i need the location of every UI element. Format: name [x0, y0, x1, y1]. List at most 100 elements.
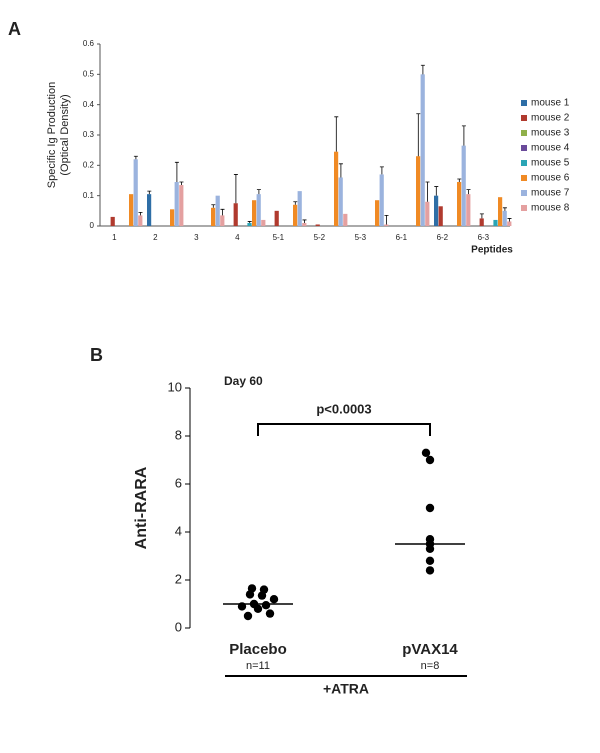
data-point	[425, 556, 435, 565]
x-tick-label: 3	[194, 233, 199, 242]
bar	[252, 200, 257, 226]
y-tick-label: 0	[90, 221, 95, 230]
x-tick-label: Placebo	[229, 641, 287, 658]
y-tick-label: 0.5	[83, 69, 95, 78]
x-tick-label: 1	[112, 233, 117, 242]
y-tick-label: 6	[175, 475, 182, 490]
error-bar	[507, 218, 512, 222]
significance-bracket	[257, 423, 431, 436]
x-tick-label: 6-3	[478, 233, 490, 242]
annotation: p<0.0003	[316, 401, 371, 416]
x-tick-label: 5-2	[314, 233, 326, 242]
bar	[170, 209, 175, 226]
error-bar	[293, 201, 298, 205]
bar	[293, 204, 298, 226]
bar	[133, 159, 138, 226]
legend-label: mouse 1	[531, 98, 570, 109]
error-bar	[147, 190, 152, 195]
bar	[416, 156, 421, 226]
bar	[220, 215, 225, 226]
bar	[420, 74, 425, 226]
legend-swatch	[521, 160, 527, 166]
bar	[233, 203, 238, 226]
bar	[466, 194, 471, 226]
error-bar	[247, 221, 252, 223]
bar	[338, 177, 343, 226]
bar	[425, 201, 430, 226]
error-bar	[233, 174, 238, 204]
legend-swatch	[521, 205, 527, 211]
error-bar	[179, 181, 184, 186]
legend-label: mouse 8	[531, 203, 570, 214]
bar	[384, 224, 389, 226]
error-bar	[479, 213, 484, 219]
chart-title: Day 60	[224, 374, 263, 388]
error-bar	[420, 64, 425, 75]
bar	[215, 195, 220, 226]
bar	[461, 145, 466, 226]
legend-label: mouse 4	[531, 143, 570, 154]
legend-label: mouse 2	[531, 113, 570, 124]
y-tick-label: 8	[175, 427, 182, 442]
panel-label: B	[90, 345, 103, 365]
bar	[438, 206, 443, 226]
data-point	[245, 590, 255, 599]
bar	[379, 174, 384, 226]
error-bar	[133, 155, 138, 160]
sample-size: n=11	[246, 660, 270, 672]
bar	[375, 200, 380, 226]
x-tick-label: 2	[153, 233, 158, 242]
x-tick-label: 4	[235, 233, 240, 242]
data-point	[425, 566, 435, 575]
error-bar	[174, 161, 179, 183]
error-bar	[256, 189, 261, 195]
y-tick-label: 0.3	[83, 130, 95, 139]
x-axis-label: Peptides	[471, 245, 513, 256]
bar	[457, 182, 462, 226]
sample-size: n=8	[421, 660, 440, 672]
legend-label: mouse 3	[531, 128, 570, 139]
bar	[343, 213, 348, 226]
y-axis-label: Specific Ig Production	[46, 82, 58, 188]
bar	[507, 221, 512, 226]
x-tick-label: pVAX14	[402, 641, 458, 658]
bar	[493, 219, 498, 226]
data-point	[269, 595, 279, 604]
bar	[334, 151, 339, 226]
y-tick-label: 0.4	[83, 100, 95, 109]
bar	[256, 194, 261, 226]
error-bar	[457, 178, 462, 183]
error-bar	[434, 186, 439, 196]
bar	[434, 195, 439, 226]
y-axis-label: Anti-RARA	[133, 466, 150, 549]
bar	[138, 215, 143, 226]
error-bar	[502, 207, 507, 211]
data-point	[425, 455, 435, 465]
error-bar	[334, 116, 339, 152]
error-bar	[416, 113, 421, 157]
data-point	[253, 604, 263, 613]
error-bar	[379, 166, 384, 175]
data-point	[421, 448, 431, 457]
legend-swatch	[521, 100, 527, 106]
y-tick-label: 4	[175, 523, 182, 538]
bar	[174, 182, 179, 226]
bar	[502, 210, 507, 226]
bar	[302, 222, 307, 226]
bar	[179, 185, 184, 226]
error-bar	[302, 219, 307, 223]
bar	[274, 210, 279, 226]
y-tick-label: 2	[175, 571, 182, 586]
data-point	[257, 591, 267, 600]
data-point	[243, 611, 253, 621]
data-point	[425, 503, 435, 513]
data-point	[265, 609, 275, 618]
y-tick-label: 0	[175, 619, 182, 634]
bar	[129, 194, 134, 226]
error-bar	[425, 181, 430, 202]
y-tick-label: 0.6	[83, 39, 95, 48]
error-bar	[211, 204, 216, 208]
error-bar	[384, 214, 389, 225]
legend-swatch	[521, 145, 527, 151]
